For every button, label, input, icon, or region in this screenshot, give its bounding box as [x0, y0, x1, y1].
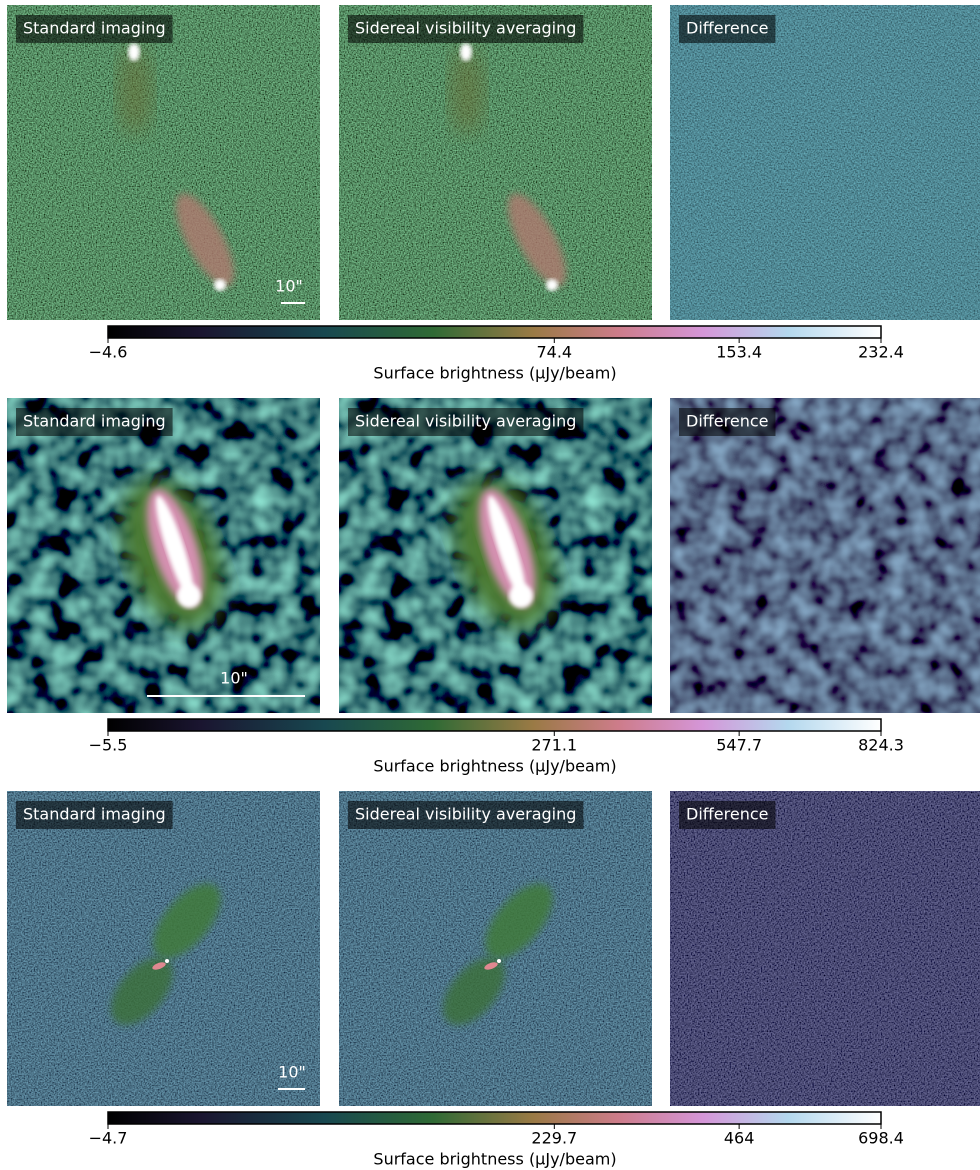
- tick-label: 547.7: [716, 736, 762, 755]
- scalebar-label: 10": [220, 669, 248, 688]
- panel-title: Standard imaging: [23, 412, 166, 431]
- core: [546, 279, 558, 291]
- image-panel: Difference: [670, 5, 980, 320]
- tick-label: 464: [724, 1129, 755, 1148]
- scalebar-label: 10": [275, 277, 303, 296]
- panel-title: Sidereal visibility averaging: [355, 19, 576, 38]
- core: [165, 959, 169, 963]
- hotspot: [509, 584, 533, 608]
- image-panel: Difference: [670, 398, 980, 713]
- panel-title: Sidereal visibility averaging: [355, 412, 576, 431]
- core: [497, 959, 501, 963]
- tick-label: −4.6: [89, 343, 128, 362]
- image-panel: Sidereal visibility averaging: [339, 398, 652, 713]
- image-panel: Standard imaging 10": [7, 398, 320, 713]
- tick-label: 153.4: [716, 343, 762, 362]
- core: [460, 43, 472, 61]
- core: [214, 279, 226, 291]
- colorbar: [108, 719, 881, 731]
- image-panel: Standard imaging 10": [7, 5, 320, 320]
- panel-title: Standard imaging: [23, 19, 166, 38]
- panel-title: Difference: [686, 19, 768, 38]
- image-panel: Difference: [670, 791, 980, 1106]
- panel-title: Difference: [686, 805, 768, 824]
- panel-title: Sidereal visibility averaging: [355, 805, 576, 824]
- noise: [7, 5, 320, 320]
- tick-label: −4.7: [89, 1129, 128, 1148]
- scalebar-label: 10": [278, 1063, 306, 1082]
- noise: [339, 5, 652, 320]
- colorbar: [108, 326, 881, 338]
- noise: [670, 791, 980, 1106]
- image-panel: Sidereal visibility averaging: [339, 5, 652, 320]
- tick-label: 232.4: [858, 343, 904, 362]
- panel-title: Standard imaging: [23, 805, 166, 824]
- image-panel: Standard imaging 10": [7, 791, 320, 1106]
- core: [128, 43, 140, 61]
- tick-label: 698.4: [858, 1129, 904, 1148]
- colorbar-label: Surface brightness (μJy/beam): [373, 364, 616, 383]
- tick-label: 74.4: [536, 343, 572, 362]
- colorbar-label: Surface brightness (μJy/beam): [373, 757, 616, 776]
- colorbar: [108, 1112, 881, 1124]
- noise: [670, 398, 980, 713]
- figure: Standard imaging 10" Sidereal visibility a…: [0, 0, 980, 1170]
- noise: [670, 5, 980, 320]
- panel-title: Difference: [686, 412, 768, 431]
- hotspot: [177, 584, 201, 608]
- tick-label: 824.3: [858, 736, 904, 755]
- image-panel: Sidereal visibility averaging: [339, 791, 652, 1106]
- tick-label: 271.1: [531, 736, 577, 755]
- colorbar-label: Surface brightness (μJy/beam): [373, 1150, 616, 1169]
- tick-label: 229.7: [531, 1129, 577, 1148]
- tick-label: −5.5: [89, 736, 128, 755]
